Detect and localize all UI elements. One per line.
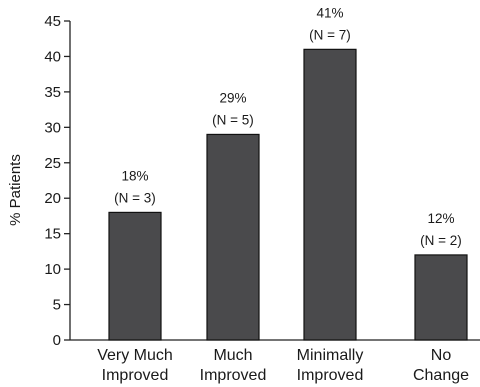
- y-axis-ticks: 0 5 10 15 20 25 30 35 40 45: [44, 13, 70, 349]
- category-label: No: [431, 347, 452, 364]
- bar-n-label: (N = 2): [420, 233, 462, 248]
- y-tick-label: 35: [44, 84, 61, 101]
- bar: [303, 48, 357, 341]
- category-label: Minimally: [297, 347, 364, 364]
- category-label: Improved: [200, 367, 267, 384]
- bars: [108, 48, 468, 341]
- category-labels: Very Much Improved Much Improved Minimally Im…: [97, 347, 469, 384]
- y-tick-label: 0: [53, 332, 61, 349]
- category-label: Very Much: [97, 347, 173, 364]
- y-axis-label: % Patients: [7, 154, 24, 226]
- y-tick-label: 20: [44, 190, 61, 207]
- bar-n-label: (N = 3): [114, 190, 156, 205]
- y-tick-label: 5: [53, 297, 61, 314]
- bar: [414, 254, 468, 341]
- data-labels: 18% (N = 3) 29% (N = 5) 41% (N = 7) 12% (N = 2): [114, 5, 462, 248]
- y-tick-label: 25: [44, 155, 61, 172]
- bar-value-label: 41%: [316, 5, 343, 20]
- y-tick-label: 45: [44, 13, 61, 30]
- category-label: Change: [413, 367, 469, 384]
- bar-value-label: 12%: [427, 211, 454, 226]
- bar-value-label: 18%: [121, 168, 148, 183]
- y-tick-label: 10: [44, 261, 61, 278]
- bar: [108, 211, 162, 341]
- bar-n-label: (N = 5): [212, 112, 254, 127]
- bar-n-label: (N = 7): [309, 27, 351, 42]
- y-tick-label: 15: [44, 226, 61, 243]
- y-tick-label: 30: [44, 119, 61, 136]
- category-label: Improved: [297, 367, 364, 384]
- category-label: Improved: [102, 367, 169, 384]
- bar: [206, 133, 260, 341]
- bar-value-label: 29%: [219, 90, 246, 105]
- y-tick-label: 40: [44, 48, 61, 65]
- category-label: Much: [213, 347, 252, 364]
